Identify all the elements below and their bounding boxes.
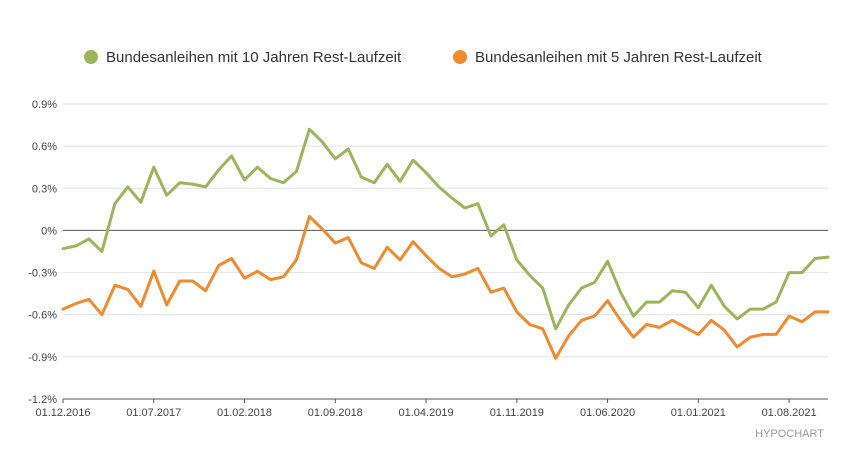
y-axis-ticks: 0.9% 0.6% 0.3% 0% -0.3% -0.6% -0.9% -1.2% — [28, 99, 57, 406]
y-tick-label: 0.3% — [32, 183, 57, 195]
legend-item-10y[interactable]: Bundesanleihen mit 10 Jahren Rest-Laufze… — [84, 49, 402, 66]
gridlines — [63, 103, 828, 400]
y-tick-label: 0.6% — [32, 141, 57, 153]
y-tick-label: -0.6% — [28, 310, 57, 322]
legend-item-5y[interactable]: Bundesanleihen mit 5 Jahren Rest-Laufzei… — [453, 49, 763, 66]
legend-marker — [84, 50, 98, 64]
series-lines — [61, 127, 830, 360]
y-tick-label: -1.2% — [28, 394, 57, 406]
y-tick-label: -0.9% — [28, 352, 57, 364]
x-tick-label: 01.11.2019 — [490, 407, 544, 419]
series-line-5y[interactable] — [61, 214, 830, 360]
x-tick-label: 01.07.2017 — [126, 407, 181, 419]
x-axis-ticks: 01.12.2016 01.07.2017 01.02.2018 01.09.2018… — [35, 399, 817, 419]
chart-credit: HYPOCHART — [755, 428, 824, 440]
series-line-10y[interactable] — [61, 127, 830, 331]
x-tick-label: 01.08.2021 — [762, 407, 817, 419]
x-tick-label: 01.02.2018 — [217, 407, 272, 419]
x-tick-label: 01.09.2018 — [308, 407, 363, 419]
legend-marker — [453, 50, 467, 64]
x-tick-label: 01.12.2016 — [35, 407, 90, 419]
y-tick-label: 0% — [41, 225, 57, 237]
x-tick-label: 01.01.2021 — [671, 407, 726, 419]
legend[interactable]: Bundesanleihen mit 10 Jahren Rest-Laufze… — [84, 49, 763, 66]
x-tick-label: 01.06.2020 — [580, 407, 635, 419]
legend-label: Bundesanleihen mit 5 Jahren Rest-Laufzei… — [475, 49, 763, 66]
y-tick-label: -0.3% — [28, 268, 57, 280]
x-tick-label: 01.04.2019 — [399, 407, 454, 419]
legend-label: Bundesanleihen mit 10 Jahren Rest-Laufze… — [106, 49, 402, 66]
y-tick-label: 0.9% — [32, 99, 57, 111]
